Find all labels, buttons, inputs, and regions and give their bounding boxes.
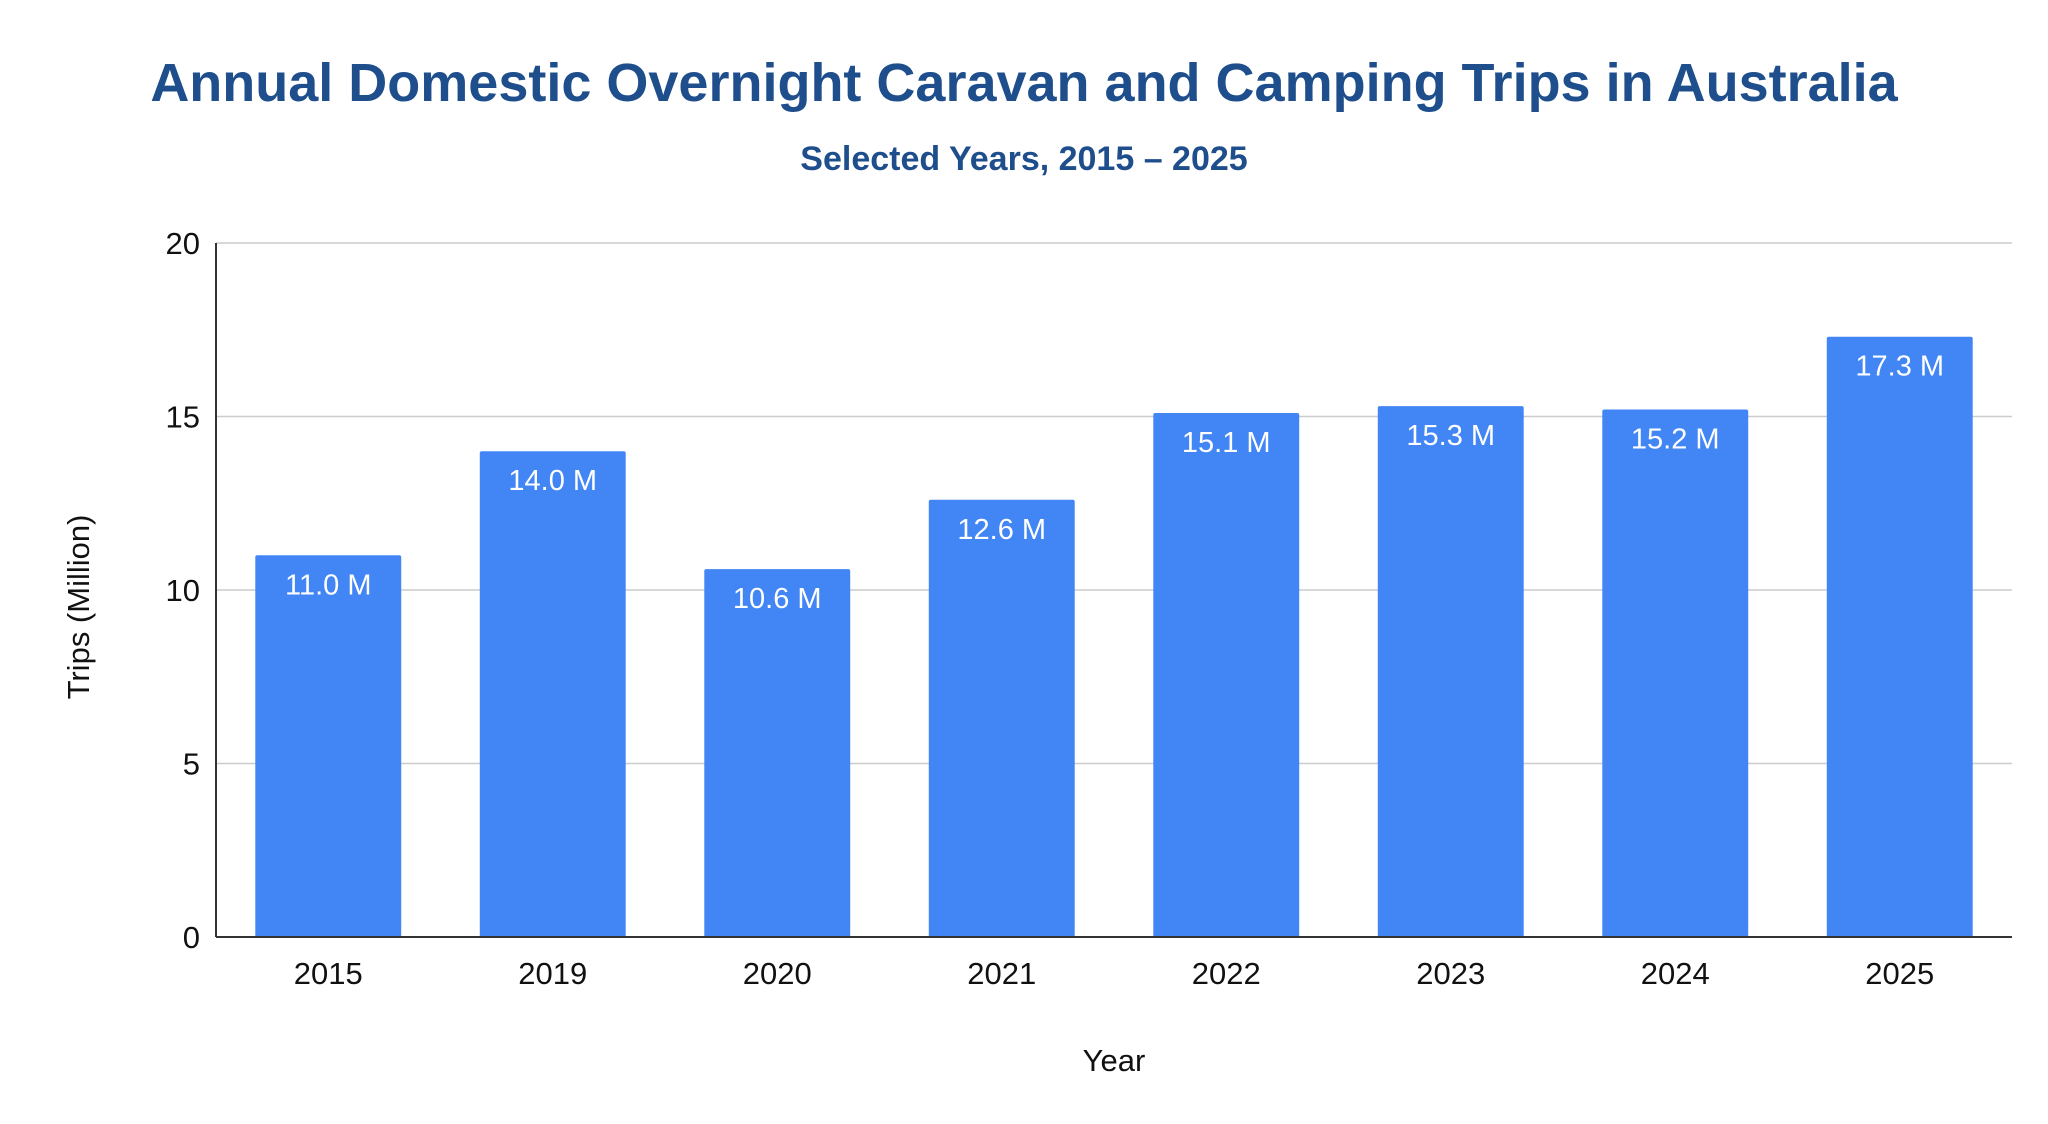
y-tick-label: 0 <box>183 920 200 955</box>
bar-2015 <box>255 555 402 937</box>
x-tick-label: 2019 <box>518 956 587 991</box>
bar-2022 <box>1153 413 1300 937</box>
x-tick-label: 2024 <box>1641 956 1710 991</box>
data-label: 12.6 M <box>957 514 1046 546</box>
data-label: 14.0 M <box>508 465 597 497</box>
x-tick-label: 2023 <box>1416 956 1485 991</box>
bar-2023 <box>1377 406 1524 938</box>
data-label: 15.1 M <box>1182 427 1271 459</box>
chart-title: Annual Domestic Overnight Caravan and Ca… <box>150 53 1898 113</box>
data-label: 10.6 M <box>733 583 822 615</box>
bar-2020 <box>704 569 851 937</box>
x-tick-labels: 2015 2019 2020 2021 2022 2023 2024 2025 <box>294 956 1934 991</box>
axes <box>215 243 2012 938</box>
x-tick-label: 2021 <box>967 956 1036 991</box>
bar-2021 <box>928 499 1075 937</box>
data-labels: 11.0 M 14.0 M 10.6 M 12.6 M 15.1 M 15.3 M 15.2… <box>285 351 1944 615</box>
y-tick-label: 20 <box>166 226 200 261</box>
y-tick-labels: 0 5 10 15 20 <box>166 226 200 955</box>
y-tick-label: 5 <box>183 747 200 782</box>
x-axis-label: Year <box>1083 1043 1146 1078</box>
x-tick-label: 2025 <box>1865 956 1934 991</box>
data-label: 17.3 M <box>1855 351 1944 383</box>
bar-2025 <box>1826 336 1973 937</box>
y-axis-label: Trips (Million) <box>61 515 96 700</box>
data-label: 15.2 M <box>1631 424 1720 456</box>
bar-2024 <box>1602 409 1749 937</box>
data-label: 15.3 M <box>1406 420 1495 452</box>
y-tick-label: 15 <box>166 400 200 435</box>
x-tick-label: 2020 <box>743 956 812 991</box>
data-label: 11.0 M <box>285 569 372 601</box>
x-tick-label: 2022 <box>1192 956 1261 991</box>
x-tick-label: 2015 <box>294 956 363 991</box>
y-tick-label: 10 <box>166 573 200 608</box>
bar-2019 <box>479 451 626 937</box>
bars <box>255 336 1973 938</box>
chart-subtitle: Selected Years, 2015 – 2025 <box>800 140 1248 178</box>
